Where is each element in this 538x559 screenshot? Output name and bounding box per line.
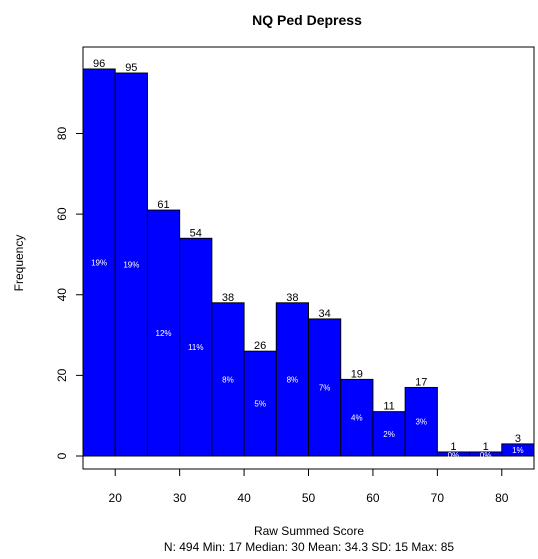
x-tick-label: 30 [173, 491, 187, 505]
x-tick-label: 60 [366, 491, 380, 505]
bar-percent-label: 4% [351, 414, 363, 423]
bar-percent-label: 0% [480, 451, 492, 460]
histogram-bar [501, 443, 535, 457]
y-tick-label: 0 [55, 452, 69, 459]
bar-count-label: 17 [415, 376, 427, 388]
x-tick-label: 50 [302, 491, 316, 505]
histogram-bar [372, 411, 406, 457]
bar-count-label: 1 [450, 441, 456, 453]
histogram-bar [82, 68, 116, 457]
bar-percent-label: 5% [254, 400, 266, 409]
histogram-bar [211, 302, 245, 457]
bar-count-label: 3 [515, 433, 521, 445]
x-axis: 20 30 40 50 60 70 80 [109, 469, 509, 505]
pct-labels-group: 19% 19% 12% 11% 8% 5% 8% 7% 4% 2% 3% 0% 0% 1% [91, 259, 524, 460]
bar-count-label: 54 [190, 227, 202, 239]
x-tick-label: 40 [237, 491, 251, 505]
bar-percent-label: 11% [188, 343, 203, 352]
bars-group [82, 68, 535, 457]
y-tick-label: 80 [55, 127, 69, 141]
x-tick-label: 20 [109, 491, 123, 505]
bar-percent-label: 1% [512, 446, 524, 455]
bar-count-label: 1 [483, 441, 489, 453]
summary-stats: N: 494 Min: 17 Median: 30 Mean: 34.3 SD:… [164, 540, 454, 554]
bar-percent-label: 7% [319, 383, 331, 392]
bar-percent-label: 2% [383, 430, 395, 439]
histogram-bar [404, 386, 438, 457]
bar-count-label: 19 [351, 368, 363, 380]
histogram-bar [179, 237, 213, 457]
y-axis: 0 20 40 60 80 [55, 127, 83, 459]
bar-percent-label: 19% [123, 261, 139, 270]
x-tick-label: 80 [495, 491, 509, 505]
bar-count-label: 61 [157, 199, 169, 211]
bar-percent-label: 8% [222, 375, 234, 384]
bar-percent-label: 3% [415, 418, 427, 427]
y-tick-label: 20 [55, 368, 69, 382]
bar-count-label: 11 [383, 401, 394, 413]
bar-count-label: 96 [93, 58, 105, 70]
bar-count-label: 38 [286, 292, 298, 304]
bar-count-label: 95 [125, 62, 137, 74]
histogram-bar [275, 302, 309, 457]
bar-count-label: 34 [318, 308, 330, 320]
histogram-bar [308, 318, 342, 457]
histogram-bar [340, 378, 374, 457]
histogram-bar [243, 350, 277, 457]
bar-percent-label: 12% [156, 329, 172, 338]
x-tick-label: 70 [431, 491, 445, 505]
chart-title: NQ Ped Depress [252, 12, 362, 28]
y-tick-label: 40 [55, 288, 69, 302]
histogram-bar [114, 72, 148, 457]
y-axis-label: Frequency [12, 235, 26, 292]
bar-percent-label: 19% [91, 259, 107, 268]
y-tick-label: 60 [55, 207, 69, 221]
bar-count-label: 38 [222, 292, 234, 304]
x-axis-label: Raw Summed Score [254, 524, 364, 538]
bar-percent-label: 8% [287, 375, 299, 384]
bar-percent-label: 0% [448, 451, 460, 460]
bar-count-label: 26 [254, 340, 266, 352]
